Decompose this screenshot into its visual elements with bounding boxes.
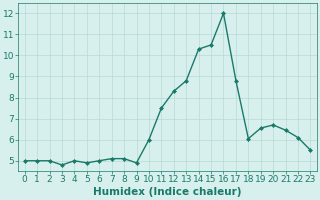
X-axis label: Humidex (Indice chaleur): Humidex (Indice chaleur) [93, 187, 242, 197]
